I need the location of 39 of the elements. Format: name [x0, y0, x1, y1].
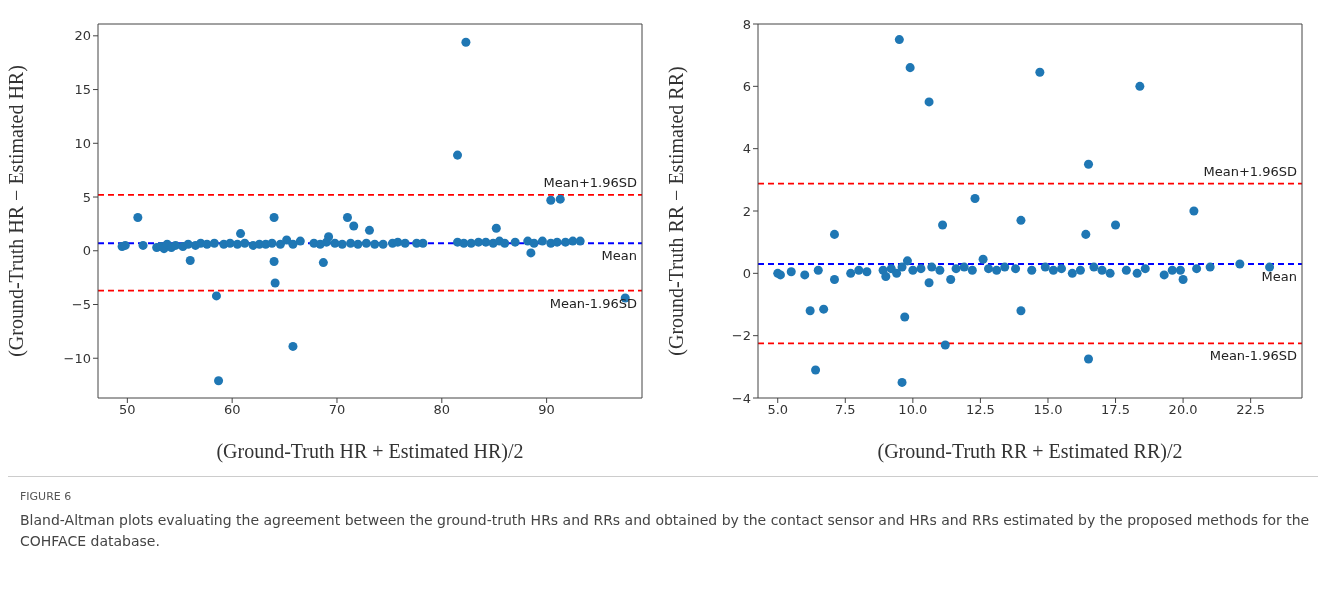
ref-line-label: Mean: [601, 248, 637, 264]
x-tick-label: 60: [223, 402, 241, 418]
y-tick-label: 2: [742, 203, 751, 219]
ref-line-label: Mean-1.96SD: [549, 295, 637, 311]
text: Bland-Altman plots evaluating the agreement between the ground-truth HRs and RRs and obtained by the contact sensor and HRs and RRs estimated by the proposed methods for the COHFACE database.: [20, 510, 1311, 551]
x-tick-label: 17.5: [1101, 402, 1131, 418]
x-tick-label: 80: [433, 402, 451, 418]
ref-line-label: Mean-1.96SD: [1209, 348, 1297, 364]
x-tick-label: 20.0: [1168, 402, 1198, 418]
y-tick-label: −10: [63, 350, 91, 366]
y-tick-label: −2: [731, 328, 751, 344]
ref-line-label: Mean: [1261, 268, 1297, 284]
caption: FIGURE 6: [20, 489, 73, 505]
y-axis-title: (Ground-Truth HR − Estimated HR): [5, 65, 29, 357]
x-tick-label: 22.5: [1236, 402, 1266, 418]
y-tick-label: 0: [742, 265, 751, 281]
x-tick-label: 5.0: [767, 402, 789, 418]
x-tick-label: 50: [119, 402, 136, 418]
x-tick-label: 15.0: [1033, 402, 1063, 418]
y-tick-label: 6: [742, 78, 751, 94]
x-axis-title: (Ground-Truth RR + Estimated RR)/2: [877, 440, 1183, 463]
ref-line-label: Mean+1.96SD: [543, 175, 637, 191]
y-tick-label: 0: [82, 243, 91, 259]
y-tick-label: 10: [74, 135, 91, 151]
x-tick-label: 70: [328, 402, 346, 418]
x-tick-label: 90: [538, 402, 555, 418]
x-axis-title: (Ground-Truth HR + Estimated HR)/2: [216, 440, 524, 463]
y-tick-label: −5: [71, 297, 91, 313]
x-tick-label: 10.0: [898, 402, 928, 418]
y-tick-label: −4: [731, 390, 751, 406]
y-tick-label: 20: [74, 28, 91, 44]
y-tick-label: 8: [742, 16, 751, 32]
y-tick-label: 5: [82, 189, 91, 205]
y-axis-title: (Ground-Truth RR − Estimated RR): [665, 66, 689, 356]
x-tick-label: 7.5: [834, 402, 856, 418]
y-tick-label: 15: [74, 82, 91, 98]
ref-line-label: Mean+1.96SD: [1203, 163, 1297, 179]
y-tick-label: 4: [742, 141, 751, 157]
x-tick-label: 12.5: [965, 402, 995, 418]
